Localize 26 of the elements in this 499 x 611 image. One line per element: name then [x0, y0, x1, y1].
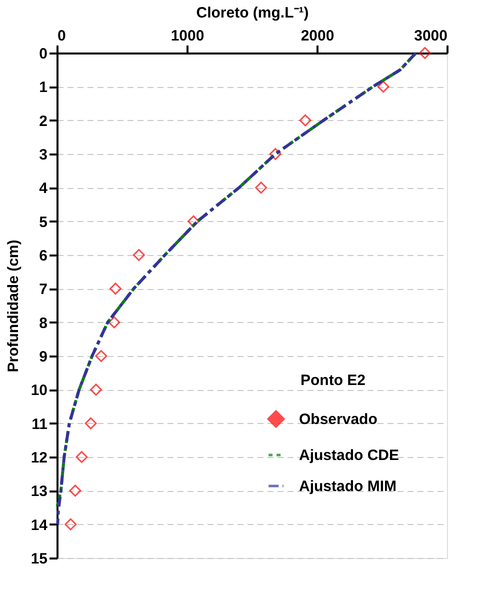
legend-label: Ajustado MIM [299, 478, 396, 495]
y-tick-label: 13 [30, 483, 48, 500]
x-tick-label: 2000 [300, 28, 334, 44]
legend-label: Ajustado CDE [299, 447, 400, 464]
y-tick-label: 3 [39, 146, 48, 164]
y-axis-title: Profundidade (cm) [4, 240, 22, 372]
y-tick-label: 6 [39, 248, 48, 264]
y-tick-label: 0 [39, 46, 48, 62]
y-tick-label: 7 [39, 281, 48, 298]
y-tick-label: 4 [39, 180, 48, 198]
y-tick-label: 14 [30, 516, 48, 534]
y-tick-label: 5 [39, 214, 48, 231]
y-tick-label: 12 [30, 450, 48, 466]
y-tick-label: 10 [30, 382, 48, 400]
legend-title: Ponto E2 [300, 372, 366, 389]
x-tick-label: 0 [58, 28, 66, 44]
legend-label: Observado [299, 411, 378, 428]
y-tick-label: 8 [39, 314, 48, 332]
x-tick-label: 1000 [170, 28, 204, 44]
y-tick-label: 11 [32, 416, 48, 433]
y-tick-label: 9 [39, 348, 48, 366]
x-tick-label: 3000 [414, 28, 448, 44]
y-tick-label: 1 [39, 79, 48, 96]
y-tick-label: 15 [30, 550, 48, 568]
x-axis-title: Cloreto (mg.L⁻¹) [196, 4, 309, 22]
y-tick-label: 2 [39, 112, 48, 130]
